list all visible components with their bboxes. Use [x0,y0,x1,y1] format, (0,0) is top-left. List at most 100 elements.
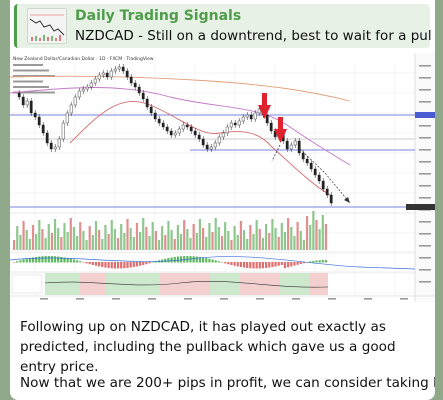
price-tick-mark [419,149,431,151]
oscillator-bar [50,256,53,263]
price-tick-mark [419,245,431,247]
volume-bar [318,229,321,250]
oscillator-bar [13,262,16,263]
oscillator-bar [255,262,258,269]
candle-body [245,114,249,118]
time-tick-mark [328,298,336,300]
signal-zone [310,273,328,295]
oscillator-bar [154,261,157,263]
oscillator-bar [211,259,214,263]
oscillator-bar [79,261,82,263]
chart-image[interactable]: New Zealand Dollar/Canadian Dollar · 1D … [10,53,435,302]
candle-body [309,162,313,170]
oscillator-bar [91,262,94,266]
volume-bar [170,230,173,250]
signal-line [44,281,329,288]
volume-bar [19,235,22,250]
price-tick-mark [419,65,431,67]
candle-body [217,136,221,144]
volume-bar [261,238,265,250]
volume-bar [104,225,107,250]
volume-bar [202,228,205,250]
candle-body [293,140,297,146]
candle-body [237,120,241,126]
oscillator-bar [220,262,224,263]
price-tick-mark [419,185,431,187]
candle-body [153,112,157,120]
candle-body [41,124,45,134]
candle-body [249,114,253,120]
reply-title: Daily Trading Signals [75,8,242,24]
volume-bar [271,219,274,250]
volume-bar [220,236,224,250]
time-tick-mark [256,298,264,300]
candle-body [317,174,321,182]
oscillator-bar [164,258,167,263]
price-tick-mark [419,137,431,139]
volume-bar [157,240,161,250]
volume-bar [16,226,19,250]
oscillator-bar [57,256,60,263]
candle-body [213,142,217,148]
time-tick-mark [112,298,120,300]
candle-body [157,118,161,124]
volume-bar [249,225,252,250]
volume-bar [94,221,98,250]
oscillator-bar [104,262,107,268]
indicator-legend-line [13,86,49,88]
oscillator-bar [53,256,57,263]
volume-bar [265,224,268,250]
time-tick-mark [76,298,84,300]
volume-bar [217,227,220,250]
indicator-legend-line [13,69,49,72]
candle-body [193,130,197,136]
price-tick-mark [419,173,431,175]
oscillator-bar [176,256,179,263]
oscillator-signal-line [10,256,416,270]
oscillator-bar [120,262,123,269]
candle-body [209,146,213,150]
candle-body [297,140,301,154]
candle-body [201,138,205,146]
price-tick-mark [419,161,431,163]
signal-zone [280,273,310,295]
volume-bar [186,229,189,250]
volume-bar [28,239,31,250]
volume-bar [280,223,283,250]
volume-bar [154,231,157,250]
price-tick-mark [419,281,431,283]
oscillator-bar [76,260,79,263]
volume-bar [66,232,69,250]
volume-bar [198,219,202,250]
volume-bar [312,211,315,250]
price-tick-mark [419,101,431,103]
candle-body [69,104,73,114]
candle-body [61,122,65,140]
candle-body [117,66,121,70]
signal-zone [45,273,80,295]
volume-bar [22,221,25,250]
oscillator-bar [107,262,110,268]
volume-bar [302,240,305,250]
reply-thumbnail-icon [27,8,67,44]
candle-body [21,96,25,106]
oscillator-bar [246,262,249,268]
time-tick-mark [184,298,192,300]
message-paragraph-2: Now that we are 200+ pips in profit, we … [20,375,435,391]
volume-bar [315,220,318,250]
candle-body [177,128,181,134]
indicator-legend-line [13,75,55,77]
volume-bar [31,225,35,250]
signal-zone [105,273,160,295]
candle-body [301,152,305,160]
volume-bar [88,226,91,250]
candle-body [45,132,49,144]
oscillator-bar [69,258,72,263]
oscillator-bar [205,258,208,263]
time-tick-mark [292,298,300,300]
reply-preview[interactable]: Daily Trading Signals NZDCAD - Still on … [14,4,431,48]
oscillator-bar [22,259,25,263]
volume-bar [230,240,233,250]
candle-body [181,124,185,130]
volume-bar [299,231,302,250]
